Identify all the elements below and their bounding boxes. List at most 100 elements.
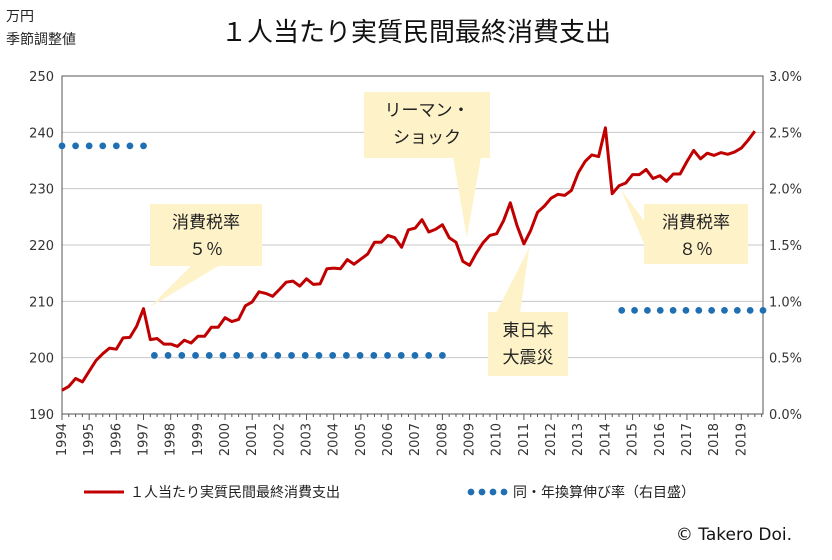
y-tick-label: 230	[29, 183, 54, 198]
y2-tick-label: 0.5%	[769, 352, 802, 367]
x-tick-label: 2019	[734, 423, 749, 456]
legend-dots-label: 同・年換算伸び率（右目盛）	[513, 484, 695, 501]
growth-rate-dot	[425, 352, 433, 359]
callout-text: リーマン・	[385, 101, 470, 121]
growth-rate-dot	[85, 142, 93, 150]
y-unit-line1: 万円	[6, 9, 34, 25]
x-tick-label: 1998	[164, 423, 179, 456]
y-tick-label: 240	[29, 126, 54, 141]
callout-pointer	[453, 157, 481, 238]
callout-text: 消費税率	[662, 213, 730, 233]
growth-rate-dot	[397, 352, 405, 359]
callout-text: 東日本	[503, 321, 554, 341]
growth-rate-dot	[140, 142, 147, 150]
callout-box	[644, 204, 748, 264]
y2-tick-label: 2.0%	[769, 183, 802, 198]
growth-rate-dot	[205, 352, 213, 359]
legend-dots-swatch	[467, 488, 508, 496]
callout-box	[488, 312, 568, 376]
growth-rate-dot	[260, 352, 268, 359]
callout-text: ８％	[679, 240, 713, 260]
x-tick-label: 2016	[653, 423, 668, 456]
x-tick-label: 2013	[571, 423, 586, 456]
plot-frame	[61, 75, 764, 415]
y2-tick-label: 0.0%	[769, 408, 802, 423]
growth-rate-dot	[329, 352, 337, 359]
callout-pointer	[150, 265, 220, 307]
growth-rate-dot	[288, 352, 295, 359]
y2-tick-label: 3.0%	[769, 70, 802, 85]
y-unit-line2: 季節調整値	[6, 31, 76, 48]
x-tick-label: 2002	[272, 423, 287, 456]
x-tick-label: 1997	[137, 423, 152, 456]
callout-text: 消費税率	[172, 213, 240, 233]
y-tick-label: 190	[29, 408, 54, 423]
legend: １人当たり実質民間最終消費支出 同・年換算伸び率（右目盛）	[84, 484, 695, 501]
growth-rate-dot	[682, 306, 690, 314]
growth-rate-dot	[370, 352, 378, 359]
callout-text: ５％	[189, 240, 223, 260]
x-tick-label: 2007	[408, 423, 423, 456]
growth-rate-dots	[58, 142, 767, 359]
growth-rate-dot	[759, 306, 767, 314]
copyright: © Takero Doi.	[676, 525, 792, 545]
legend-dot	[500, 488, 508, 496]
x-tick-label: 2012	[544, 423, 559, 456]
growth-rate-dot	[58, 142, 66, 150]
x-tick-label: 2000	[218, 423, 233, 456]
growth-rate-dot	[721, 306, 728, 314]
x-tick-label: 1995	[82, 423, 97, 456]
growth-rate-dot	[733, 306, 741, 314]
x-tick-label: 2014	[598, 423, 613, 456]
x-tick-label: 1999	[191, 423, 206, 456]
growth-rate-dot	[164, 352, 172, 359]
callout-text: 大震災	[503, 348, 554, 368]
growth-rate-dot	[695, 306, 703, 314]
growth-rate-dot	[178, 352, 186, 359]
x-tick-label: 2005	[354, 423, 369, 456]
callout-text: ショック	[393, 128, 461, 148]
growth-rate-dot	[126, 142, 134, 150]
x-tick-label: 1994	[55, 423, 70, 456]
growth-rate-dot	[342, 352, 350, 359]
growth-rate-dot	[192, 352, 199, 359]
growth-rate-dot	[618, 306, 626, 314]
legend-dot	[489, 488, 497, 496]
growth-rate-dot	[99, 142, 107, 150]
x-tick-label: 2015	[626, 423, 641, 456]
x-axis: 1994 1995 1996 1997 1998 1999 2000 2001 2002 2003…	[55, 414, 763, 456]
growth-rate-dot	[112, 142, 120, 150]
y-axis-right: 0.0% 0.5% 1.0% 1.5% 2.0% 2.5% 3.0%	[769, 70, 802, 423]
growth-rate-dot	[631, 306, 638, 314]
callout-box	[364, 92, 490, 158]
legend-dot	[467, 488, 475, 496]
growth-rate-dot	[669, 306, 677, 314]
growth-rate-dot	[72, 142, 79, 150]
y-tick-label: 220	[29, 239, 54, 254]
callout-pointer	[620, 189, 645, 246]
y-tick-label: 210	[29, 295, 54, 310]
y-tick-label: 200	[29, 352, 54, 367]
callout-pointer	[496, 247, 530, 313]
growth-rate-dot	[315, 352, 323, 359]
growth-rate-dot	[233, 352, 241, 359]
y-axis-left: 190 200 210 220 230 240 250	[29, 70, 54, 423]
x-tick-label: 2001	[245, 423, 260, 456]
growth-rate-dot	[246, 352, 254, 359]
chart-title: １人当たり実質民間最終消費支出	[221, 18, 611, 48]
growth-rate-dot	[644, 306, 651, 314]
growth-rate-dot	[150, 352, 158, 359]
x-tick-label: 2009	[463, 423, 478, 456]
y2-tick-label: 1.0%	[769, 295, 802, 310]
y2-tick-label: 1.5%	[769, 239, 802, 254]
growth-rate-dot	[219, 352, 227, 359]
growth-rate-dot	[438, 352, 446, 359]
x-tick-label: 1996	[109, 423, 124, 456]
growth-rate-dot	[356, 352, 364, 359]
x-tick-label: 2006	[381, 423, 396, 456]
x-tick-label: 2017	[680, 423, 695, 456]
growth-rate-dot	[274, 352, 282, 359]
growth-rate-dot	[656, 306, 664, 314]
